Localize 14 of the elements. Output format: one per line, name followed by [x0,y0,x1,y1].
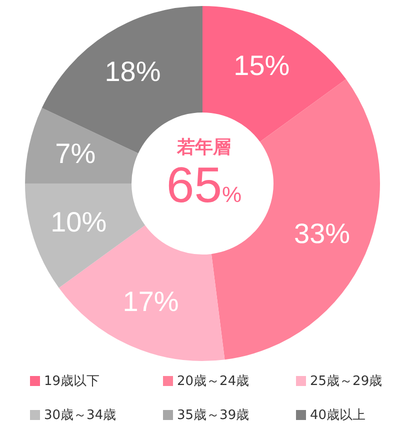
text: 若年層 [176,136,232,159]
legend-label: 25歳～29歳 [310,373,382,390]
legend-label: 19歳以下 [44,373,100,390]
legend-label: 20歳～24歳 [177,373,250,390]
data-label: 7% [55,138,96,169]
data-label: 17% [122,286,179,317]
legend-label: 30歳～34歳 [44,407,116,424]
legend-label: 35歳～39歳 [177,407,250,424]
text: 65% [165,157,243,215]
data-label: 33% [294,218,350,249]
data-label: 15% [234,50,290,82]
data-label: 18% [104,56,161,88]
data-label: 10% [50,206,107,238]
legend-label: 40歳以上 [310,407,366,424]
